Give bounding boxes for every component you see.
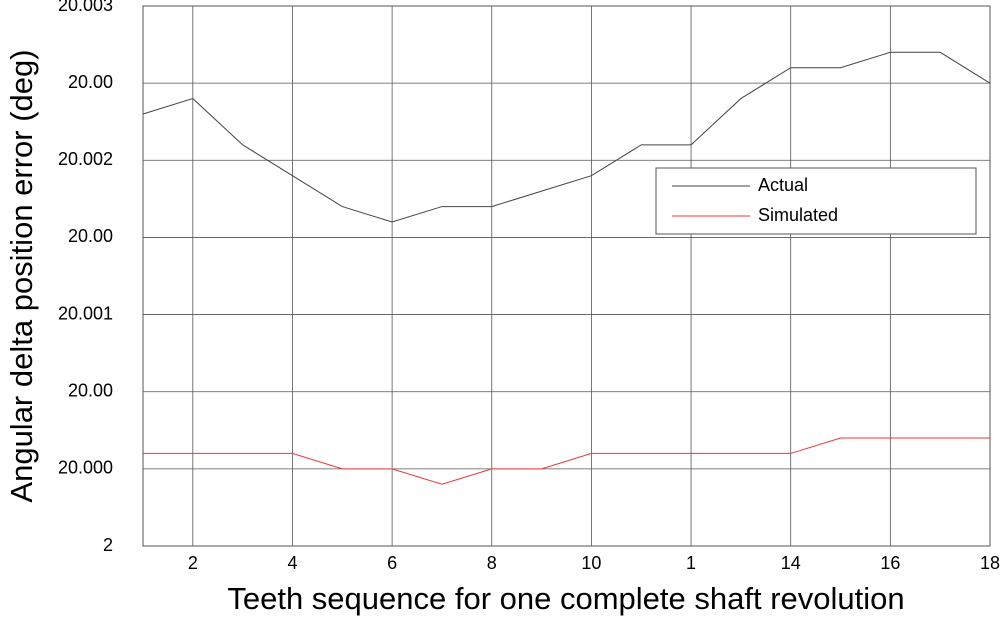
x-tick-label: 1 [686, 553, 696, 573]
y-tick-label: 20.000 [58, 458, 113, 478]
x-tick-label: 18 [980, 553, 1000, 573]
y-tick-label: 20.003 [58, 0, 113, 15]
y-tick-label: 20.002 [58, 149, 113, 169]
series-line [142, 51, 991, 223]
y-tick-label: 20.001 [58, 303, 113, 323]
x-tick-label: 10 [581, 553, 601, 573]
x-tick-label: 14 [781, 553, 801, 573]
x-tick-label: 4 [287, 553, 297, 573]
legend-label: Actual [758, 175, 808, 195]
series-line [143, 437, 990, 485]
legend-box [655, 167, 977, 235]
y-tick-label: 20.00 [68, 72, 113, 92]
plot-frame [142, 5, 991, 547]
y-tick-label: 20.00 [68, 380, 113, 400]
x-tick-label: 16 [880, 553, 900, 573]
x-tick-label: 8 [487, 553, 497, 573]
x-axis-label: Teeth sequence for one complete shaft re… [227, 581, 904, 616]
legend-label: Simulated [758, 205, 838, 225]
y-tick-label: 20.00 [68, 226, 113, 246]
x-tick-label: 2 [188, 553, 198, 573]
y-axis-label: Angular delta position error (deg) [4, 49, 39, 502]
x-tick-label: 6 [387, 553, 397, 573]
y-tick-label: 2 [103, 535, 113, 555]
